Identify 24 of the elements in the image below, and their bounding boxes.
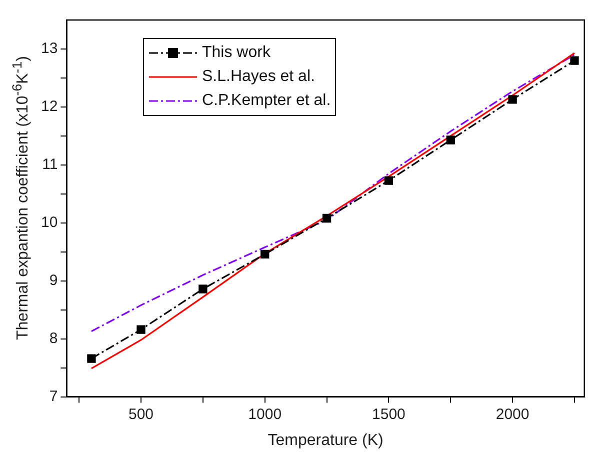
x-axis-title: Temperature (K) xyxy=(268,432,384,449)
legend-label: C.P.Kempter et al. xyxy=(202,92,331,110)
legend-label: This work xyxy=(202,44,270,62)
point xyxy=(508,95,517,104)
point xyxy=(136,325,146,334)
y-tick-label: 13 xyxy=(40,40,58,58)
point xyxy=(384,176,394,185)
y-tick-label: 8 xyxy=(49,330,58,347)
y-tick-label: 10 xyxy=(40,214,58,232)
point xyxy=(87,354,96,363)
x-tick-label: 2000 xyxy=(496,406,530,423)
point xyxy=(322,214,332,223)
x-tick-label: 1000 xyxy=(248,406,282,423)
y-tick-label: 9 xyxy=(49,272,58,289)
x-tick-label: 1500 xyxy=(372,406,406,423)
y-tick-label: 11 xyxy=(42,156,58,174)
point xyxy=(198,284,208,294)
point xyxy=(260,250,270,259)
point xyxy=(446,136,455,144)
x-tick-label: 500 xyxy=(128,406,154,423)
legend-label: S.L.Hayes et al. xyxy=(202,68,315,86)
y-tick-label: 7 xyxy=(49,388,58,405)
y-tick-label: 12 xyxy=(40,98,58,116)
point xyxy=(570,56,579,65)
